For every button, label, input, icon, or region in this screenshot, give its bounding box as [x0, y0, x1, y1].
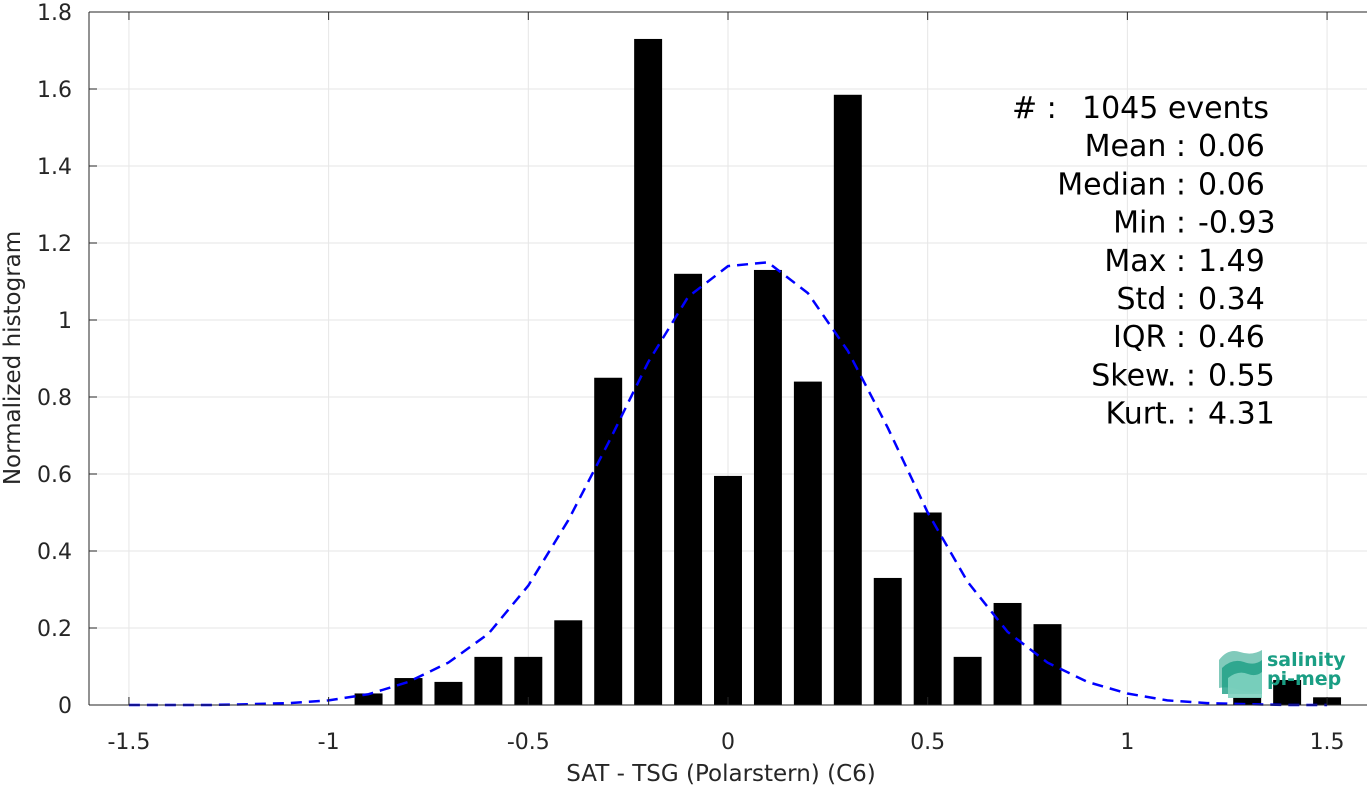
histogram-bar: [793, 381, 822, 705]
histogram-bar: [474, 656, 503, 705]
stat-value: 0.06: [1198, 167, 1265, 202]
stat-label: Std :: [1117, 282, 1187, 317]
x-tick-label: -0.5: [507, 730, 550, 755]
y-tick-label: 0.8: [37, 386, 72, 411]
wave-icon: [1219, 650, 1262, 698]
stat-label: Kurt. :: [1106, 397, 1196, 432]
stat-value: 1.49: [1198, 244, 1265, 279]
y-tick-label: 1.6: [37, 78, 72, 103]
x-tick-label: -1: [318, 730, 340, 755]
stat-value: 4.31: [1208, 397, 1275, 432]
stat-label: Median :: [1057, 167, 1186, 202]
y-tick-label: 1.8: [37, 1, 72, 26]
logo-line-2: pi-mep: [1267, 668, 1341, 690]
histogram-bar: [873, 577, 902, 705]
x-tick-label: 0.5: [910, 730, 945, 755]
y-tick-labels: 0 0.2 0.4 0.6 0.8 1 1.2 1.4 1.6 1.8: [37, 1, 72, 719]
stat-label: # :: [1012, 91, 1057, 126]
histogram-bar: [594, 377, 623, 705]
x-axis-title: SAT - TSG (Polarstern) (C6): [566, 761, 875, 785]
histogram-bar: [833, 94, 862, 705]
stat-label: Max :: [1104, 244, 1186, 279]
histogram-bar: [354, 693, 383, 705]
histogram-bar: [714, 475, 742, 705]
salinity-pi-mep-logo: salinity pi-mep: [1219, 649, 1346, 698]
histogram-bar: [913, 512, 942, 705]
x-tick-label: 0: [721, 730, 735, 755]
y-tick-label: 0.6: [37, 463, 72, 488]
histogram-bar: [394, 678, 423, 705]
y-tick-label: 1.4: [37, 155, 72, 180]
stat-value: -0.93: [1198, 206, 1276, 241]
histogram-bar: [434, 681, 463, 705]
histogram-bar: [953, 656, 982, 705]
x-tick-label: -1.5: [107, 730, 150, 755]
stat-value: 0.55: [1208, 358, 1275, 393]
y-tick-label: 0: [58, 694, 72, 719]
stat-label: Min :: [1113, 206, 1186, 241]
x-tick-label: 1: [1120, 730, 1134, 755]
stat-value: 0.34: [1198, 282, 1265, 317]
histogram-bar: [753, 269, 782, 705]
stat-value: 1045 events: [1082, 91, 1269, 126]
axes-frame: [88, 11, 1367, 706]
y-tick-label: 0.4: [37, 540, 72, 565]
stat-label: IQR :: [1113, 320, 1186, 355]
logo-line-1: salinity: [1267, 649, 1346, 671]
y-tick-label: 1: [58, 309, 72, 334]
histogram-bar: [514, 656, 543, 705]
histogram-bars: [354, 38, 1342, 705]
histogram-bar: [1273, 679, 1302, 705]
y-tick-label: 0.2: [37, 617, 72, 642]
stat-label: Skew. :: [1091, 358, 1196, 393]
y-tick-label: 1.2: [37, 232, 72, 257]
stat-value: 0.46: [1198, 320, 1265, 355]
histogram-bar: [1033, 624, 1062, 705]
x-tick-labels: -1.5 -1 -0.5 0 0.5 1 1.5: [107, 730, 1344, 755]
histogram-bar: [674, 273, 703, 705]
stat-label: Mean :: [1085, 129, 1186, 164]
y-axis-title: Normalized histogram: [0, 231, 26, 485]
histogram-bar: [634, 38, 663, 705]
histogram-bar: [1233, 697, 1262, 705]
stat-value: 0.06: [1198, 129, 1265, 164]
histogram-bar: [554, 620, 583, 705]
x-tick-label: 1.5: [1310, 730, 1345, 755]
